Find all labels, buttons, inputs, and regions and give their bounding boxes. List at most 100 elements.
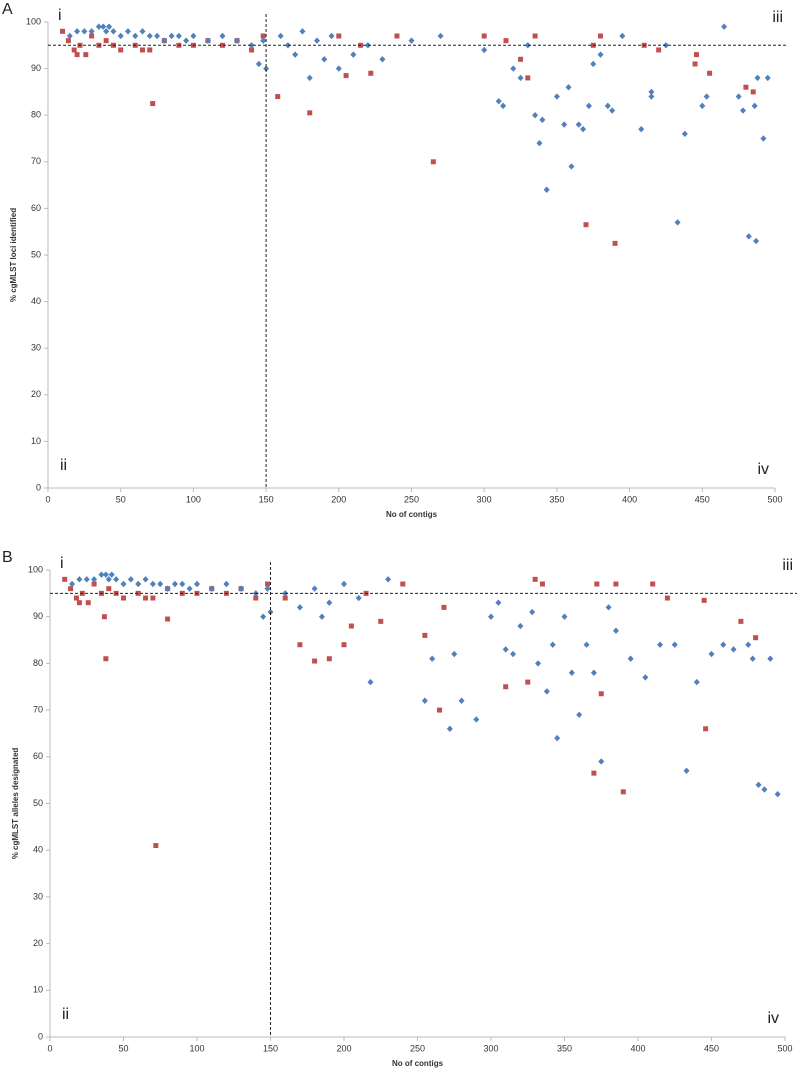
point — [355, 594, 362, 602]
point — [89, 33, 95, 39]
point — [408, 37, 415, 44]
point — [543, 688, 550, 695]
point — [565, 84, 572, 91]
point — [703, 93, 710, 100]
point — [648, 88, 655, 96]
point — [575, 121, 582, 128]
point — [83, 52, 89, 58]
y-tick-label: 90 — [31, 63, 41, 73]
point — [740, 107, 747, 114]
point — [590, 60, 597, 68]
point — [638, 125, 645, 133]
point — [183, 37, 190, 44]
point — [190, 32, 197, 40]
point — [720, 641, 727, 648]
point — [594, 581, 600, 587]
x-tick-label: 0 — [45, 494, 50, 504]
point — [260, 33, 266, 39]
point — [326, 599, 333, 606]
panel-label: B — [2, 549, 13, 566]
y-tick-label: 70 — [31, 156, 41, 166]
point — [311, 585, 318, 592]
point — [292, 51, 299, 58]
point — [598, 758, 605, 765]
point — [738, 618, 744, 624]
point — [60, 28, 66, 34]
x-tick-label: 350 — [557, 1043, 572, 1053]
point — [576, 711, 583, 718]
x-tick-label: 100 — [189, 1043, 204, 1053]
y-tick-label: 50 — [31, 249, 41, 259]
point — [313, 37, 320, 44]
point — [306, 74, 313, 82]
point — [681, 130, 688, 138]
y-tick-label: 30 — [33, 891, 43, 901]
point — [66, 32, 73, 40]
point — [321, 56, 328, 63]
point — [760, 135, 767, 142]
point — [85, 600, 91, 606]
point — [750, 89, 756, 95]
point — [692, 61, 698, 67]
point — [249, 47, 255, 53]
point — [219, 32, 226, 40]
x-tick-label: 450 — [704, 1043, 719, 1053]
point — [708, 650, 715, 658]
point — [510, 650, 517, 658]
point — [264, 585, 271, 592]
point — [62, 576, 68, 582]
point — [774, 790, 781, 798]
y-tick-label: 60 — [33, 751, 43, 761]
point — [328, 32, 335, 40]
point — [458, 697, 465, 704]
point — [561, 613, 568, 620]
point — [69, 580, 76, 588]
point — [529, 608, 536, 616]
point — [735, 93, 742, 100]
point — [165, 616, 171, 622]
point — [110, 28, 117, 35]
point — [171, 580, 178, 588]
point — [604, 102, 611, 110]
point — [437, 32, 444, 40]
point — [260, 613, 267, 620]
point — [194, 580, 200, 588]
y-axis-label: % cgMLST loci identified — [9, 208, 18, 302]
y-tick-label: 40 — [33, 845, 43, 855]
point — [118, 47, 124, 53]
x-tick-label: 250 — [404, 494, 419, 504]
point — [580, 125, 587, 133]
point — [437, 707, 443, 713]
y-tick-label: 90 — [33, 611, 43, 621]
point — [539, 581, 545, 587]
point — [385, 576, 392, 583]
point — [627, 655, 634, 662]
point — [379, 56, 386, 63]
point — [446, 725, 453, 732]
point — [612, 627, 619, 634]
point — [367, 678, 374, 686]
x-tick-label: 350 — [549, 494, 564, 504]
point — [699, 102, 706, 110]
point — [535, 660, 542, 667]
y-tick-label: 100 — [28, 564, 43, 574]
point — [318, 613, 325, 620]
point — [255, 60, 262, 68]
point — [532, 112, 539, 119]
point — [95, 23, 102, 30]
point — [613, 581, 619, 587]
point — [753, 635, 759, 641]
x-axis-label: No of contigs — [386, 510, 438, 519]
point — [583, 222, 589, 228]
point — [488, 613, 494, 620]
point — [103, 28, 110, 35]
point — [179, 580, 186, 588]
x-tick-label: 50 — [116, 494, 126, 504]
point — [612, 240, 618, 246]
point — [553, 93, 560, 100]
point — [106, 23, 113, 30]
point — [127, 576, 134, 583]
point — [335, 65, 342, 72]
x-tick-label: 100 — [186, 494, 201, 504]
